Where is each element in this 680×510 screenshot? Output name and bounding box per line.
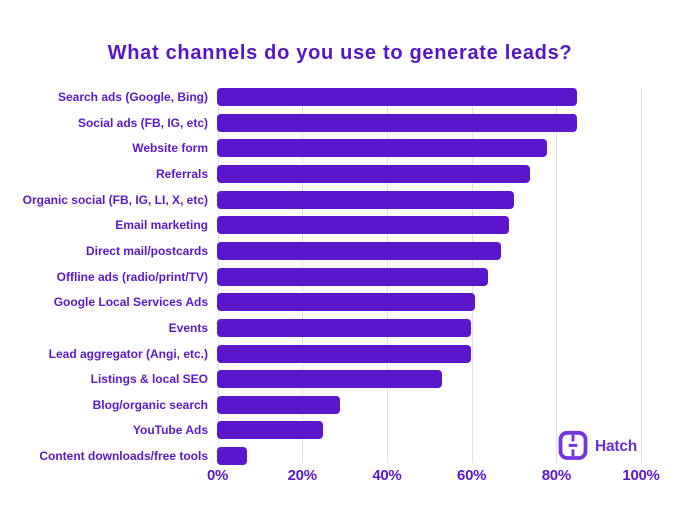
svg-text:Hatch: Hatch [595,438,637,455]
